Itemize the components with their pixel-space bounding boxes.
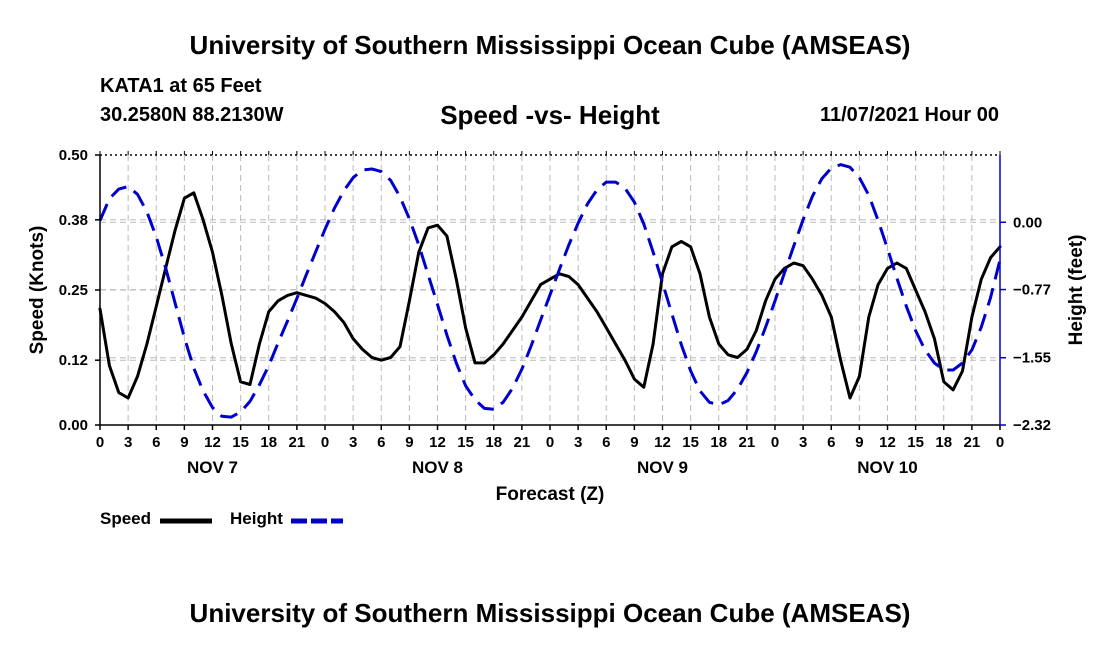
axes: 0 3 6 9 12 15 18 21 0 3 6 9 12 15 18 21 0 3 6 9 12 15 18 21 0 3 6 9…: [27, 147, 1087, 505]
x-tick-label: 3: [799, 434, 807, 451]
x-tick-label: 21: [964, 434, 981, 451]
x-tick-label: 18: [935, 434, 952, 451]
footer-title: University of Southern Mississippi Ocean…: [189, 598, 911, 628]
x-tick-label: 3: [574, 434, 582, 451]
series-layer: [98, 163, 1002, 419]
chart-title: University of Southern Mississippi Ocean…: [189, 30, 911, 60]
x-tick-label: 3: [124, 434, 132, 451]
day-label: NOV 8: [412, 458, 463, 477]
x-tick-label: 15: [907, 434, 924, 451]
x-tick-label: 15: [232, 434, 249, 451]
x-tick-label: 6: [602, 434, 610, 451]
y-axis-title: Speed (Knots): [27, 226, 48, 355]
x-tick-label: 15: [682, 434, 699, 451]
chart-subtitle: Speed -vs- Height: [440, 100, 660, 130]
y2-tick-label: −0.77: [1013, 282, 1051, 299]
coordinates-label: 30.2580N 88.2130W: [100, 104, 284, 126]
x-tick-label: 12: [429, 434, 446, 451]
x-tick-label: 9: [180, 434, 188, 451]
x-tick-label: 0: [321, 434, 329, 451]
legend-speed-label: Speed: [100, 509, 152, 528]
day-label: NOV 10: [857, 458, 917, 477]
x-tick-label: 21: [514, 434, 531, 451]
grid: [100, 155, 1000, 425]
run-time-label: 11/07/2021 Hour 00: [819, 104, 999, 126]
x-tick-label: 0: [771, 434, 779, 451]
legend-height-label: Height: [230, 509, 283, 528]
x-tick-label: 0: [96, 434, 104, 451]
x-tick-label: 18: [260, 434, 277, 451]
day-label: NOV 9: [637, 458, 688, 477]
day-label: NOV 7: [187, 458, 238, 477]
x-tick-label: 9: [630, 434, 638, 451]
x-tick-label: 6: [827, 434, 835, 451]
x-tick-label: 6: [377, 434, 385, 451]
y2-tick-label: −2.32: [1013, 417, 1051, 434]
y-tick-label: 0.38: [59, 212, 88, 229]
x-tick-label: 3: [349, 434, 357, 451]
station-label: KATA1 at 65 Feet: [100, 75, 262, 97]
x-tick-label: 12: [204, 434, 221, 451]
x-tick-label: 12: [879, 434, 896, 451]
x-tick-label: 12: [654, 434, 671, 451]
y-tick-label: 0.50: [59, 147, 88, 164]
x-tick-label: 9: [405, 434, 413, 451]
series-line-height: [98, 163, 1002, 419]
y2-tick-label: 0.00: [1013, 214, 1042, 231]
x-tick-label: 21: [739, 434, 756, 451]
y-tick-label: 0.25: [59, 282, 88, 299]
x-tick-label: 0: [546, 434, 554, 451]
x-tick-label: 15: [457, 434, 474, 451]
y-tick-label: 0.00: [59, 417, 88, 434]
x-axis-title: Forecast (Z): [496, 484, 605, 505]
y-tick-label: 0.12: [59, 352, 88, 369]
x-tick-label: 18: [710, 434, 727, 451]
x-tick-label: 18: [485, 434, 502, 451]
y2-tick-label: −1.55: [1013, 350, 1051, 367]
series-line-speed: [98, 191, 1002, 400]
x-tick-label: 0: [996, 434, 1004, 451]
x-tick-label: 21: [289, 434, 306, 451]
x-tick-label: 6: [152, 434, 160, 451]
x-tick-label: 9: [855, 434, 863, 451]
y2-axis-title: Height (feet): [1066, 235, 1087, 346]
